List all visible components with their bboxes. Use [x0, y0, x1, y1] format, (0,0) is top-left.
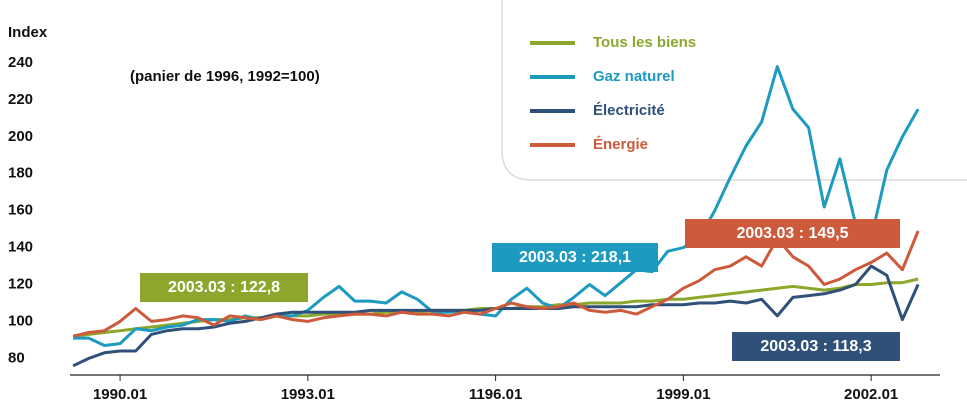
annotation-box: [492, 243, 658, 272]
annotation-box: [732, 332, 900, 361]
legend-label: Tous les biens: [593, 34, 696, 51]
y-tick-label: 100: [8, 312, 33, 329]
annotation-box: [685, 219, 900, 248]
y-tick-label: 160: [8, 202, 33, 219]
subtitle: (panier de 1996, 1992=100): [130, 68, 320, 85]
x-tick-label: 1990.01: [93, 386, 147, 403]
annotation: 2003.03 : 218,1: [519, 249, 631, 266]
legend-frame: [501, 0, 967, 181]
legend-label: Énergie: [593, 136, 648, 153]
plot-area: [72, 65, 920, 368]
y-tick-label: 120: [8, 275, 33, 292]
x-tick-label: 1993.01: [281, 386, 335, 403]
y-axis-label: Index: [8, 24, 48, 41]
annotation: 2003.03 : 149,5: [736, 225, 848, 242]
annotation: 2003.03 : 122,8: [168, 279, 280, 296]
annotation-box: [140, 273, 308, 302]
series-line: [73, 65, 920, 347]
x-tick-label: 1999.01: [656, 386, 710, 403]
y-tick-label: 80: [8, 349, 25, 366]
y-tick-label: 140: [8, 239, 33, 256]
y-tick-label: 240: [8, 54, 33, 71]
x-tick-label: 2002.01: [844, 386, 898, 403]
y-tick-label: 180: [8, 165, 33, 182]
legend-label: Électricité: [593, 102, 665, 119]
legend-label: Gaz naturel: [593, 68, 675, 85]
y-tick-label: 220: [8, 91, 33, 108]
y-tick-label: 200: [8, 128, 33, 145]
x-tick-label: 1196.01: [469, 386, 522, 403]
annotation: 2003.03 : 118,3: [760, 338, 871, 355]
